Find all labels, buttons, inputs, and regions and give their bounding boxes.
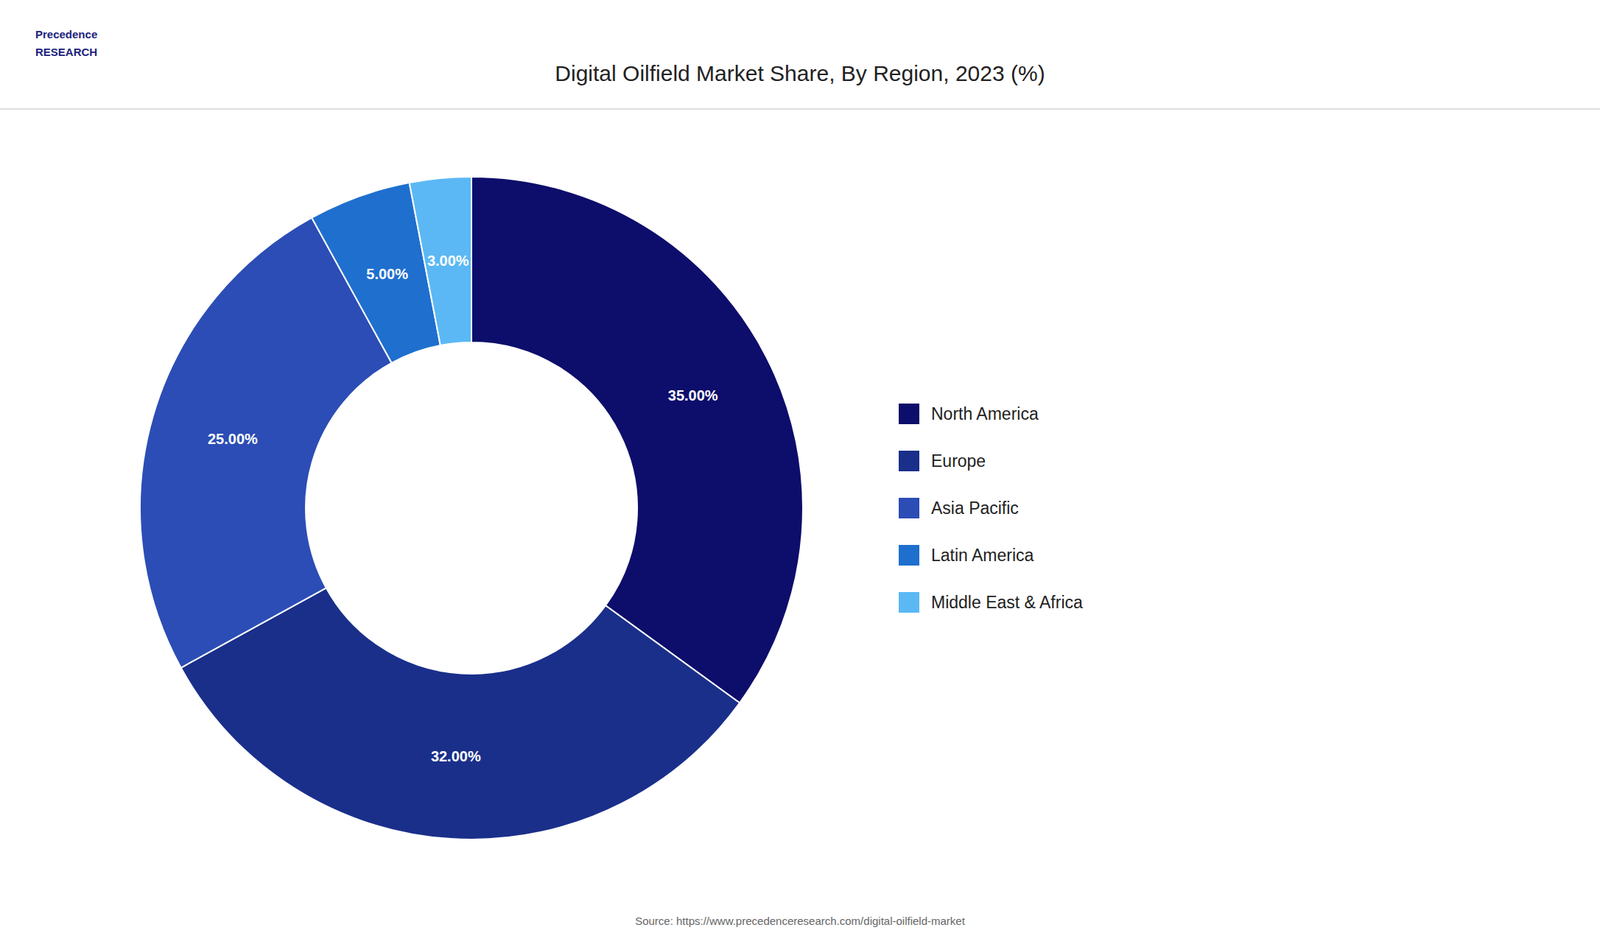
data-label: 3.00% <box>427 252 470 269</box>
source-text: Source: https://www.precedenceresearch.c… <box>634 914 966 928</box>
legend-swatch <box>898 403 920 425</box>
legend-swatch <box>898 450 920 472</box>
chart-svg: Precedence RESEARCH Digital Oilfield Marke… <box>0 0 1600 947</box>
legend-label: Asia Pacific <box>931 498 1019 518</box>
title: Digital Oilfield Market Share, By Region… <box>554 61 1045 86</box>
legend-label: Europe <box>931 451 986 471</box>
legend-swatch <box>898 497 920 519</box>
logo-text: Precedence RESEARCH <box>35 27 98 59</box>
data-label: 32.00% <box>430 748 482 765</box>
legend-swatch <box>898 592 920 613</box>
chart-container: Precedence RESEARCH Digital Oilfield Marke… <box>0 0 1600 947</box>
donut-slice <box>409 176 472 346</box>
legend-swatch <box>898 545 920 566</box>
donut <box>139 176 803 840</box>
background <box>0 0 1600 947</box>
logo-line: RESEARCH <box>35 45 98 59</box>
data-label: 35.00% <box>668 387 719 404</box>
donut-slice <box>181 587 740 840</box>
data-label: 5.00% <box>366 265 409 283</box>
legend-label: Latin America <box>931 545 1035 566</box>
legend-label: North America <box>931 404 1039 424</box>
logo-line: Precedence <box>35 27 98 41</box>
data-label: 25.00% <box>207 430 258 448</box>
legend: North America Europe Asia Pacific Latin Ame… <box>898 403 1083 613</box>
donut-slice <box>471 176 803 704</box>
title-rule <box>0 109 1600 110</box>
legend-label: Middle East & Africa <box>931 593 1083 613</box>
data-labels: 35.00% 32.00% 25.00% 5.00% 3.00% <box>207 252 719 765</box>
